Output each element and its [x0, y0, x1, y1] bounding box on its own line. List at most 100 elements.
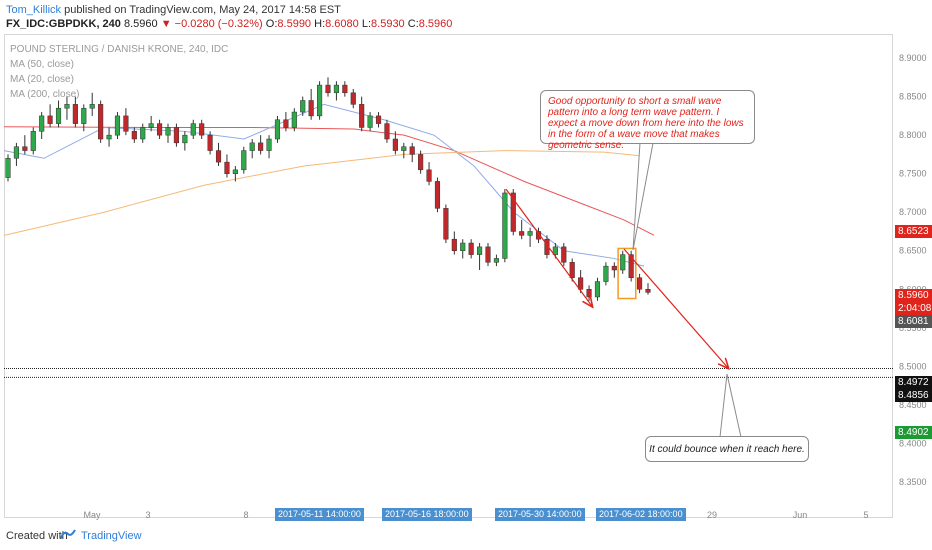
- price-badge-line2: 8.4856: [895, 389, 932, 402]
- ohlc-low-value: 8.5930: [371, 18, 405, 30]
- price-badge-countdown: 2:04:08: [895, 302, 932, 315]
- legend-ma200[interactable]: MA (200, close): [10, 89, 80, 100]
- candle-body: [552, 246, 558, 255]
- candle-body: [594, 281, 601, 298]
- candle-body: [451, 238, 457, 251]
- candle-body: [535, 231, 542, 240]
- candle-body: [493, 258, 499, 263]
- publish-line: Tom_Killick published on TradingView.com…: [6, 4, 341, 16]
- candle-body: [611, 265, 617, 271]
- candle-body: [241, 150, 247, 171]
- candle-body: [426, 169, 432, 182]
- candle-body: [434, 181, 441, 209]
- x-tick-label: May: [83, 510, 101, 520]
- candle-body: [291, 111, 297, 128]
- y-tick-label: 8.7500: [899, 169, 927, 179]
- candle-body: [375, 115, 382, 124]
- candle-body: [30, 131, 36, 151]
- candle-body: [418, 154, 424, 171]
- y-tick-label: 8.9000: [899, 53, 927, 63]
- candle-body: [173, 127, 179, 144]
- annotation-bounce[interactable]: It could bounce when it reach here.: [645, 436, 809, 462]
- candle-body: [199, 123, 205, 136]
- x-tick-label: 8: [243, 510, 248, 520]
- y-tick-label: 8.8000: [899, 130, 927, 140]
- tradingview-logo-icon: [60, 529, 76, 539]
- candle-body: [333, 84, 339, 94]
- legend-ma20[interactable]: MA (20, close): [10, 74, 74, 85]
- price-badge-last: 8.5960: [895, 289, 932, 302]
- y-tick-label: 8.6500: [899, 246, 927, 256]
- candle-body: [123, 115, 129, 132]
- candle-body: [131, 131, 137, 140]
- candle-body: [140, 127, 146, 140]
- candle-body: [544, 238, 550, 255]
- candle-body: [232, 169, 238, 174]
- callout-pointer-bottom: [719, 373, 742, 438]
- legend-title: POUND STERLING / DANISH KRONE, 240, IDC: [10, 44, 229, 55]
- price-change: ▼ −0.0280 (−0.32%): [160, 18, 263, 30]
- candle-body: [578, 277, 584, 290]
- candle-body: [586, 289, 592, 298]
- candle-body: [13, 146, 19, 159]
- projection-arrow: [623, 248, 728, 368]
- candle-body: [502, 192, 508, 259]
- y-tick-label: 8.4000: [899, 438, 927, 448]
- annotation-short-idea[interactable]: Good opportunity to short a small wave p…: [540, 90, 755, 151]
- price-badge-ma20: 8.6081: [895, 315, 932, 328]
- candle-body: [603, 265, 609, 282]
- candle-body: [367, 115, 373, 128]
- candle-body: [620, 254, 626, 271]
- candle-body: [443, 208, 449, 240]
- candle-body: [283, 119, 289, 128]
- candle-body: [47, 115, 53, 124]
- x-tick-label: 3: [145, 510, 150, 520]
- time-badge-2: 2017-05-16 18:00:00: [382, 508, 472, 521]
- candle-body: [249, 142, 255, 151]
- ohlc-open-label: O:: [265, 18, 278, 30]
- candle-body: [460, 242, 466, 251]
- candle-body: [527, 231, 533, 236]
- candle-body: [325, 84, 331, 94]
- candle-body: [561, 246, 567, 263]
- candle-body: [384, 123, 390, 140]
- candle-body: [350, 92, 356, 105]
- author-link[interactable]: Tom_Killick: [6, 4, 62, 16]
- y-tick-label: 8.3500: [899, 477, 927, 487]
- ohlc-high-label: H:: [314, 18, 326, 30]
- price-badge-ma50: 8.6523: [895, 225, 932, 238]
- legend-ma50[interactable]: MA (50, close): [10, 59, 74, 70]
- candle-body: [266, 138, 272, 151]
- candle-body: [81, 107, 87, 124]
- symbol-label: FX_IDC:GBPDKK, 240: [6, 18, 121, 30]
- y-tick-label: 8.5000: [899, 361, 927, 371]
- candle-body: [317, 84, 323, 117]
- x-tick-label: Jun: [793, 510, 808, 520]
- time-badge-4: 2017-06-02 18:00:00: [596, 508, 686, 521]
- tradingview-brand[interactable]: TradingView: [81, 530, 142, 542]
- callout-pointer-top: [632, 142, 654, 251]
- candle-body: [114, 115, 121, 136]
- ohlc-close-label: C:: [407, 18, 419, 30]
- candle-body: [258, 142, 264, 151]
- price-badge-target: 8.4902: [895, 426, 932, 439]
- candle-body: [89, 104, 95, 109]
- candle-body: [39, 115, 45, 132]
- created-with-text: Created with: [6, 530, 68, 542]
- candle-body: [510, 192, 516, 232]
- candle-body: [300, 100, 306, 113]
- candle-body: [308, 100, 314, 117]
- y-tick-label: 8.4500: [899, 400, 927, 410]
- x-tick-label: 5: [863, 510, 868, 520]
- symbol-line: FX_IDC:GBPDKK, 240 8.5960 ▼ −0.0280 (−0.…: [6, 18, 452, 30]
- time-badge-1: 2017-05-11 14:00:00: [275, 508, 364, 521]
- candle-body: [215, 150, 222, 163]
- last-price: 8.5960: [123, 18, 158, 30]
- candle-body: [645, 289, 651, 293]
- time-badge-3: 2017-05-30 14:00:00: [495, 508, 585, 521]
- candle-body: [72, 104, 78, 124]
- ohlc-open-value: 8.5990: [277, 18, 312, 30]
- candle-body: [148, 123, 154, 128]
- y-tick-label: 8.7000: [899, 207, 927, 217]
- x-tick-label: 29: [707, 510, 717, 520]
